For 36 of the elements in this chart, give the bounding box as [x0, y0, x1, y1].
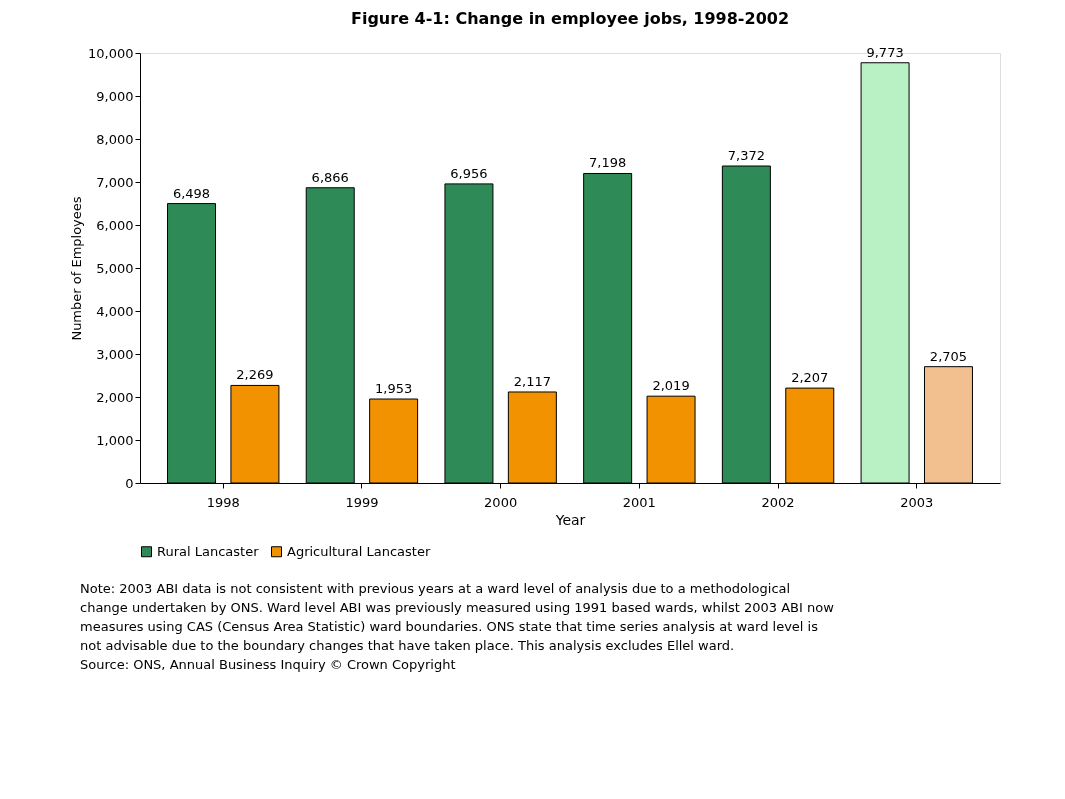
y-tick-label: 5,000 — [96, 260, 134, 276]
y-tick-label: 9,000 — [96, 88, 134, 104]
x-axis-title: Year — [554, 511, 586, 528]
data-label: 7,372 — [727, 148, 765, 163]
data-label: 1,953 — [375, 381, 413, 397]
y-tick-label: 10,000 — [88, 45, 134, 61]
y-tick-label: 8,000 — [96, 131, 134, 147]
x-tick-label: 2002 — [761, 494, 795, 510]
y-tick-label: 0 — [125, 475, 134, 491]
legend-label: Agricultural Lancaster — [287, 543, 431, 559]
text: Note: 2003 ABI data is not consistent with previous years at a ward level of analysis due to a methodological change undertaken by ONS. Ward level ABI was previously measured using 1991 based wards, whilst 2003 ABI now measures using CAS (Census Area Statistic) ward boundaries. ONS state that time series analysis at ward level is not advisable due to the boundary changes that have taken place. This analysis excludes Ellel ward. — [80, 581, 835, 653]
data-label: 2,705 — [929, 348, 968, 364]
data-label: 6,866 — [311, 169, 349, 185]
legend-label: Rural Lancaster — [157, 543, 260, 559]
data-label: 2,269 — [236, 367, 274, 383]
data-label: 7,198 — [589, 155, 627, 171]
x-tick-label: 1998 — [206, 494, 240, 510]
data-label: 2,207 — [791, 370, 829, 386]
data-label: 2,019 — [652, 378, 690, 394]
data-label: 6,956 — [450, 165, 488, 181]
y-tick-label: 1,000 — [96, 432, 134, 448]
x-tick-label: 1999 — [345, 494, 379, 510]
y-tick-label: 7,000 — [96, 174, 134, 190]
y-axis-title: Number of Employees — [69, 196, 85, 341]
y-tick-label: 6,000 — [96, 217, 134, 233]
y-tick-label: 4,000 — [96, 303, 134, 319]
y-tick-label: 3,000 — [96, 346, 134, 362]
data-label: 2,117 — [513, 373, 551, 389]
source-note: Source: ONS, Annual Business Inquiry © Crown Copyright — [80, 657, 456, 672]
y-tick-label: 2,000 — [96, 389, 134, 405]
x-tick-label: 2001 — [622, 494, 656, 510]
chart-title: Figure 4-1: Change in employee jobs, 1998-2002 — [350, 8, 790, 28]
x-tick-label: 2000 — [484, 494, 518, 510]
data-label: 6,498 — [172, 185, 211, 201]
x-tick-label: 2003 — [900, 494, 934, 510]
data-label: 9,773 — [866, 44, 904, 60]
